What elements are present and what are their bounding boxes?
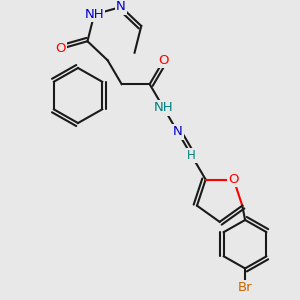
Text: O: O — [55, 42, 66, 56]
Text: N: N — [173, 125, 182, 138]
Text: O: O — [158, 54, 169, 67]
Text: NH: NH — [84, 8, 104, 21]
Text: O: O — [228, 173, 239, 186]
Text: N: N — [116, 0, 126, 14]
Text: H: H — [187, 149, 196, 162]
Text: Br: Br — [238, 281, 252, 294]
Text: NH: NH — [154, 101, 173, 115]
